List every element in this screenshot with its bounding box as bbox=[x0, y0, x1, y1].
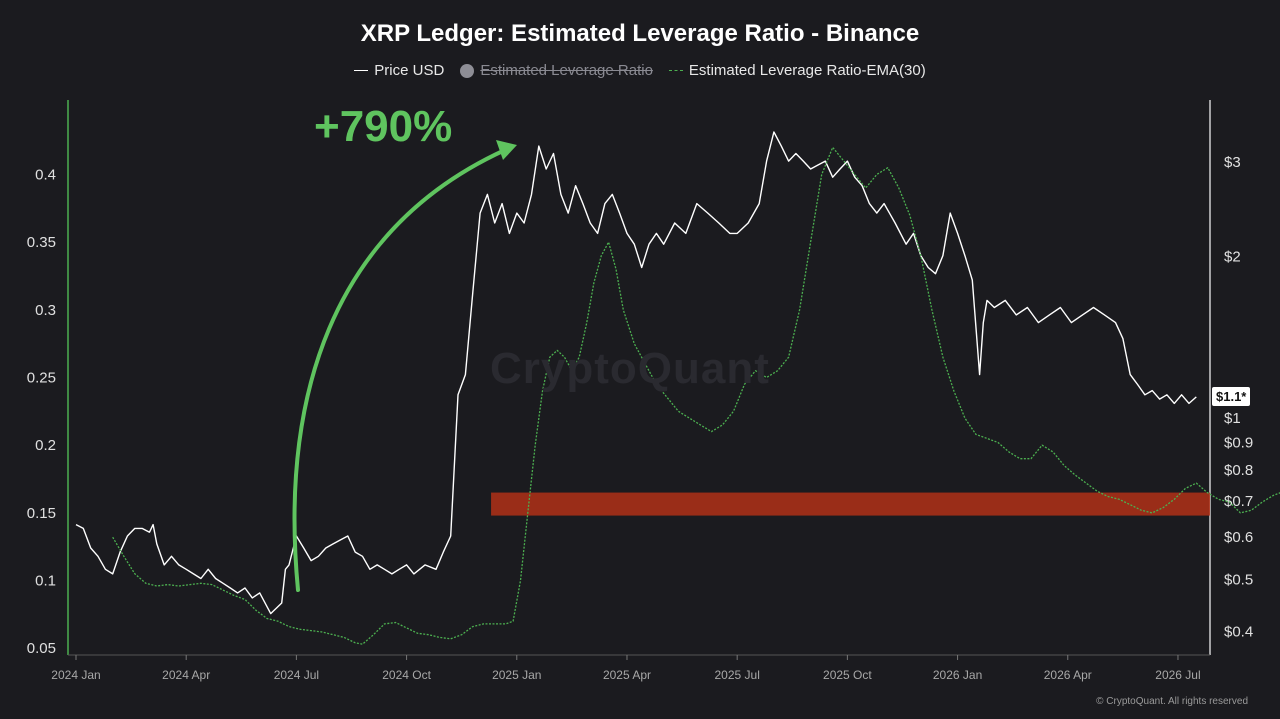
left-tick-label: 0.15 bbox=[27, 505, 56, 522]
x-tick-label: 2026 Apr bbox=[1044, 668, 1092, 682]
legend-label-price: Price USD bbox=[374, 62, 445, 79]
left-tick-label: 0.2 bbox=[35, 437, 56, 454]
highlight-band bbox=[491, 492, 1210, 516]
right-tick-label: $0.7 bbox=[1224, 493, 1253, 510]
legend-label-ema: Estimated Leverage Ratio-EMA(30) bbox=[688, 62, 926, 79]
dot-icon bbox=[460, 63, 475, 78]
left-tick-label: 0.35 bbox=[27, 234, 56, 251]
solid-line-icon bbox=[354, 70, 369, 71]
x-tick-label: 2025 Jul bbox=[714, 668, 759, 682]
right-tick-label: $0.4 bbox=[1224, 623, 1253, 640]
dashed-line-icon bbox=[668, 70, 683, 71]
x-tick-label: 2024 Jan bbox=[51, 668, 100, 682]
x-tick-label: 2026 Jan bbox=[933, 668, 982, 682]
copyright-text: © CryptoQuant. All rights reserved bbox=[1096, 696, 1248, 707]
annotation-arrow bbox=[292, 148, 507, 592]
left-tick-label: 0.1 bbox=[35, 573, 56, 590]
legend-item-leverage-ratio[interactable]: Estimated Leverage Ratio bbox=[460, 62, 653, 79]
legend-item-price[interactable]: Price USD bbox=[354, 62, 444, 79]
left-tick-label: 0.25 bbox=[27, 370, 56, 387]
chart-title: XRP Ledger: Estimated Leverage Ratio - B… bbox=[360, 20, 920, 47]
annotation-arrowhead bbox=[496, 140, 517, 160]
right-tick-label: $3 bbox=[1224, 154, 1241, 171]
current-price-tag: $1.1* bbox=[1212, 387, 1251, 406]
right-tick-label: $0.6 bbox=[1224, 529, 1253, 546]
right-tick-label: $0.5 bbox=[1224, 571, 1253, 588]
legend: Price USD Estimated Leverage Ratio Estim… bbox=[0, 62, 1280, 79]
left-tick-label: 0.4 bbox=[35, 166, 56, 183]
annotation-label: +790% bbox=[314, 102, 453, 151]
x-tick-label: 2024 Apr bbox=[162, 668, 210, 682]
x-tick-label: 2024 Jul bbox=[274, 668, 319, 682]
x-tick-label: 2025 Jan bbox=[492, 668, 541, 682]
right-tick-label: $2 bbox=[1224, 249, 1241, 266]
right-tick-label: $0.8 bbox=[1224, 462, 1253, 479]
x-tick-label: 2025 Apr bbox=[603, 668, 651, 682]
watermark: CryptoQuant bbox=[490, 344, 770, 393]
price-series-line bbox=[75, 131, 1197, 615]
x-tick-label: 2024 Oct bbox=[382, 668, 431, 682]
left-tick-label: 0.3 bbox=[35, 302, 56, 319]
ema-series-line bbox=[112, 146, 1280, 645]
x-tick-label: 2025 Oct bbox=[823, 668, 872, 682]
legend-item-ema[interactable]: Estimated Leverage Ratio-EMA(30) bbox=[668, 62, 926, 79]
right-tick-label: $0.9 bbox=[1224, 435, 1253, 452]
legend-label-leverage-ratio: Estimated Leverage Ratio bbox=[480, 62, 653, 79]
left-tick-label: 0.05 bbox=[27, 640, 56, 657]
x-tick-label: 2026 Jul bbox=[1155, 668, 1200, 682]
right-tick-label: $1 bbox=[1224, 410, 1241, 427]
